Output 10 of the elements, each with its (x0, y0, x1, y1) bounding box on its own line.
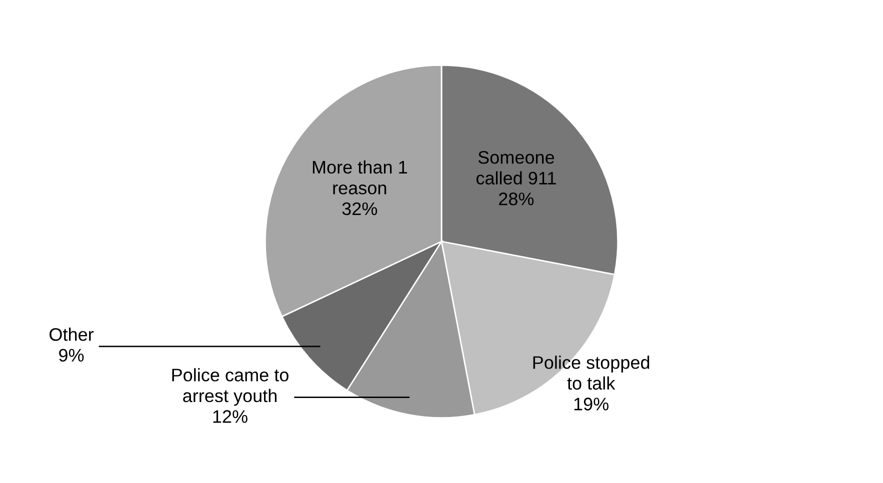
data-label: 9% (59, 348, 84, 362)
slice-label: Someone called 911 (476, 151, 556, 185)
slice-label: Police stopped to talk (533, 356, 650, 390)
slice-label: More than 1 reason (312, 160, 407, 194)
data-label: 19% (574, 398, 609, 410)
data-label: 28% (499, 192, 534, 206)
slice-label: Police came to arrest youth (172, 368, 288, 406)
data-label: 12% (213, 410, 248, 423)
data-label: 32% (342, 202, 378, 216)
slice-label: Other (50, 328, 94, 341)
